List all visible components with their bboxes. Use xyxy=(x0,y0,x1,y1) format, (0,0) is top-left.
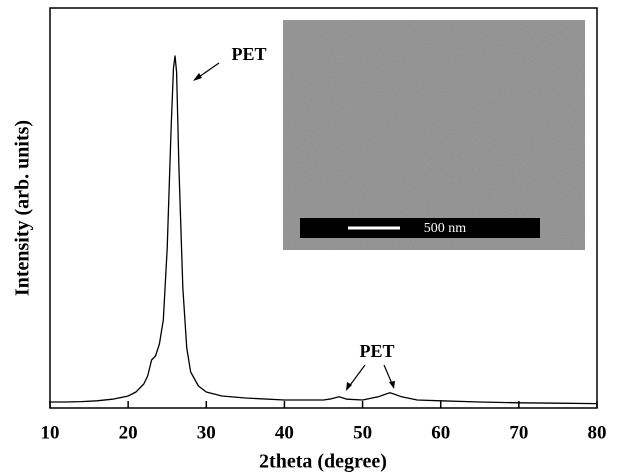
x-tick-label: 60 xyxy=(431,422,450,443)
x-tick-label: 20 xyxy=(119,422,138,443)
scale-bar-box xyxy=(300,218,540,238)
x-axis-label: 2theta (degree) xyxy=(259,451,387,473)
x-tick-label: 80 xyxy=(588,422,607,443)
arrow-head xyxy=(389,381,395,389)
x-tick-label: 40 xyxy=(275,422,294,443)
x-tick-label: 70 xyxy=(509,422,528,443)
annotation: PET xyxy=(359,341,394,361)
chart: 500 nm PET PET 2theta (degree) Intensity… xyxy=(0,0,620,475)
scale-label: 500 nm xyxy=(424,221,467,236)
x-tick-label: 30 xyxy=(197,422,216,443)
inset-texture xyxy=(283,20,585,250)
x-tick-label: 10 xyxy=(41,422,60,443)
annotation: PET xyxy=(231,44,266,64)
page: 500 nm PET PET 2theta (degree) Intensity… xyxy=(0,0,620,475)
x-tick-label: 50 xyxy=(353,422,372,443)
y-axis-label: Intensity (arb. units) xyxy=(12,120,34,296)
arrow-head xyxy=(193,73,202,81)
inset: 500 nm xyxy=(283,20,585,250)
